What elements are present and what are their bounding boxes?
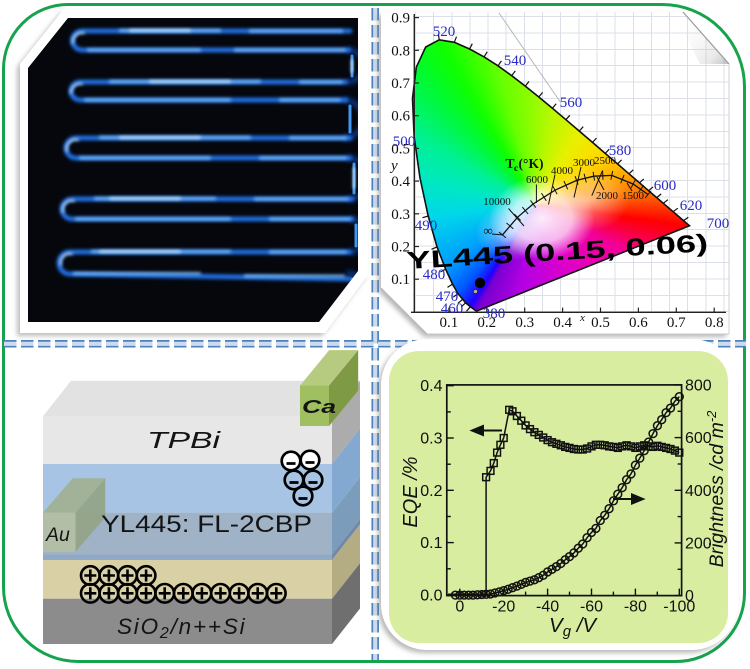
svg-text:TPBi: TPBi <box>147 427 221 453</box>
svg-text:Brightness /cd m-2: Brightness /cd m-2 <box>704 410 728 568</box>
svg-text:2000: 2000 <box>596 190 619 202</box>
svg-text:0.8: 0.8 <box>391 43 410 59</box>
svg-text:YL445: FL-2CBP: YL445: FL-2CBP <box>101 511 312 538</box>
svg-text:0.3: 0.3 <box>420 431 442 448</box>
svg-text:c: c <box>514 163 518 173</box>
svg-text:0.4: 0.4 <box>391 174 410 190</box>
svg-text:620: 620 <box>680 198 703 214</box>
svg-text:-60: -60 <box>580 599 603 616</box>
svg-text:0.6: 0.6 <box>391 109 410 125</box>
svg-text:460: 460 <box>441 301 464 317</box>
svg-text:580: 580 <box>609 143 632 159</box>
svg-text:0.4: 0.4 <box>553 315 572 331</box>
svg-text:520: 520 <box>433 24 456 40</box>
svg-text:0.2: 0.2 <box>477 315 496 331</box>
svg-text:2500: 2500 <box>594 155 617 167</box>
svg-text:0.9: 0.9 <box>391 11 410 27</box>
svg-text:SiO2/n++Si: SiO2/n++Si <box>117 614 246 642</box>
svg-text:Ca: Ca <box>302 396 336 417</box>
svg-text:EQE /%: EQE /% <box>400 456 422 527</box>
svg-text:0.5: 0.5 <box>391 141 410 157</box>
svg-text:Vg /V: Vg /V <box>549 614 598 640</box>
svg-text:3000: 3000 <box>573 157 596 169</box>
svg-text:0: 0 <box>685 588 694 605</box>
svg-text:4000: 4000 <box>551 165 574 177</box>
svg-text:T: T <box>505 156 514 171</box>
svg-text:(°K): (°K) <box>519 156 544 171</box>
svg-text:0.2: 0.2 <box>420 483 442 500</box>
svg-text:-20: -20 <box>492 599 515 616</box>
svg-text:800: 800 <box>685 377 712 394</box>
svg-text:490: 490 <box>415 218 438 234</box>
svg-text:600: 600 <box>685 430 712 447</box>
svg-text:-80: -80 <box>624 599 647 616</box>
svg-text:0.1: 0.1 <box>420 535 442 552</box>
svg-text:0.7: 0.7 <box>667 315 686 331</box>
svg-text:0.1: 0.1 <box>440 315 459 331</box>
svg-text:700: 700 <box>707 216 730 232</box>
svg-text:Au: Au <box>45 524 70 546</box>
svg-text:10000: 10000 <box>483 196 511 208</box>
svg-text:470: 470 <box>436 289 459 305</box>
svg-text:6000: 6000 <box>526 174 549 186</box>
svg-text:∞: ∞ <box>483 223 492 238</box>
svg-text:0.2: 0.2 <box>391 240 410 256</box>
svg-text:-100: -100 <box>663 599 695 616</box>
svg-text:y: y <box>389 158 398 174</box>
svg-text:0.1: 0.1 <box>391 272 410 288</box>
svg-text:0.8: 0.8 <box>705 315 724 331</box>
svg-text:1500: 1500 <box>622 190 645 202</box>
svg-text:0.4: 0.4 <box>420 378 442 395</box>
svg-text:-40: -40 <box>536 599 559 616</box>
svg-text:560: 560 <box>560 95 583 111</box>
svg-text:0.6: 0.6 <box>629 315 648 331</box>
svg-text:0: 0 <box>455 599 464 616</box>
svg-text:380: 380 <box>483 306 506 322</box>
svg-text:480: 480 <box>423 267 446 283</box>
svg-text:500: 500 <box>393 134 416 150</box>
svg-text:x: x <box>579 312 585 324</box>
svg-text:0.7: 0.7 <box>391 76 410 92</box>
svg-text:0.3: 0.3 <box>515 315 534 331</box>
svg-text:400: 400 <box>685 483 712 500</box>
svg-text:540: 540 <box>504 53 527 69</box>
svg-text:200: 200 <box>685 535 712 552</box>
svg-text:0.3: 0.3 <box>391 207 410 223</box>
svg-text:0.5: 0.5 <box>591 315 610 331</box>
svg-text:0.0: 0.0 <box>420 587 442 604</box>
svg-text:600: 600 <box>654 178 677 194</box>
